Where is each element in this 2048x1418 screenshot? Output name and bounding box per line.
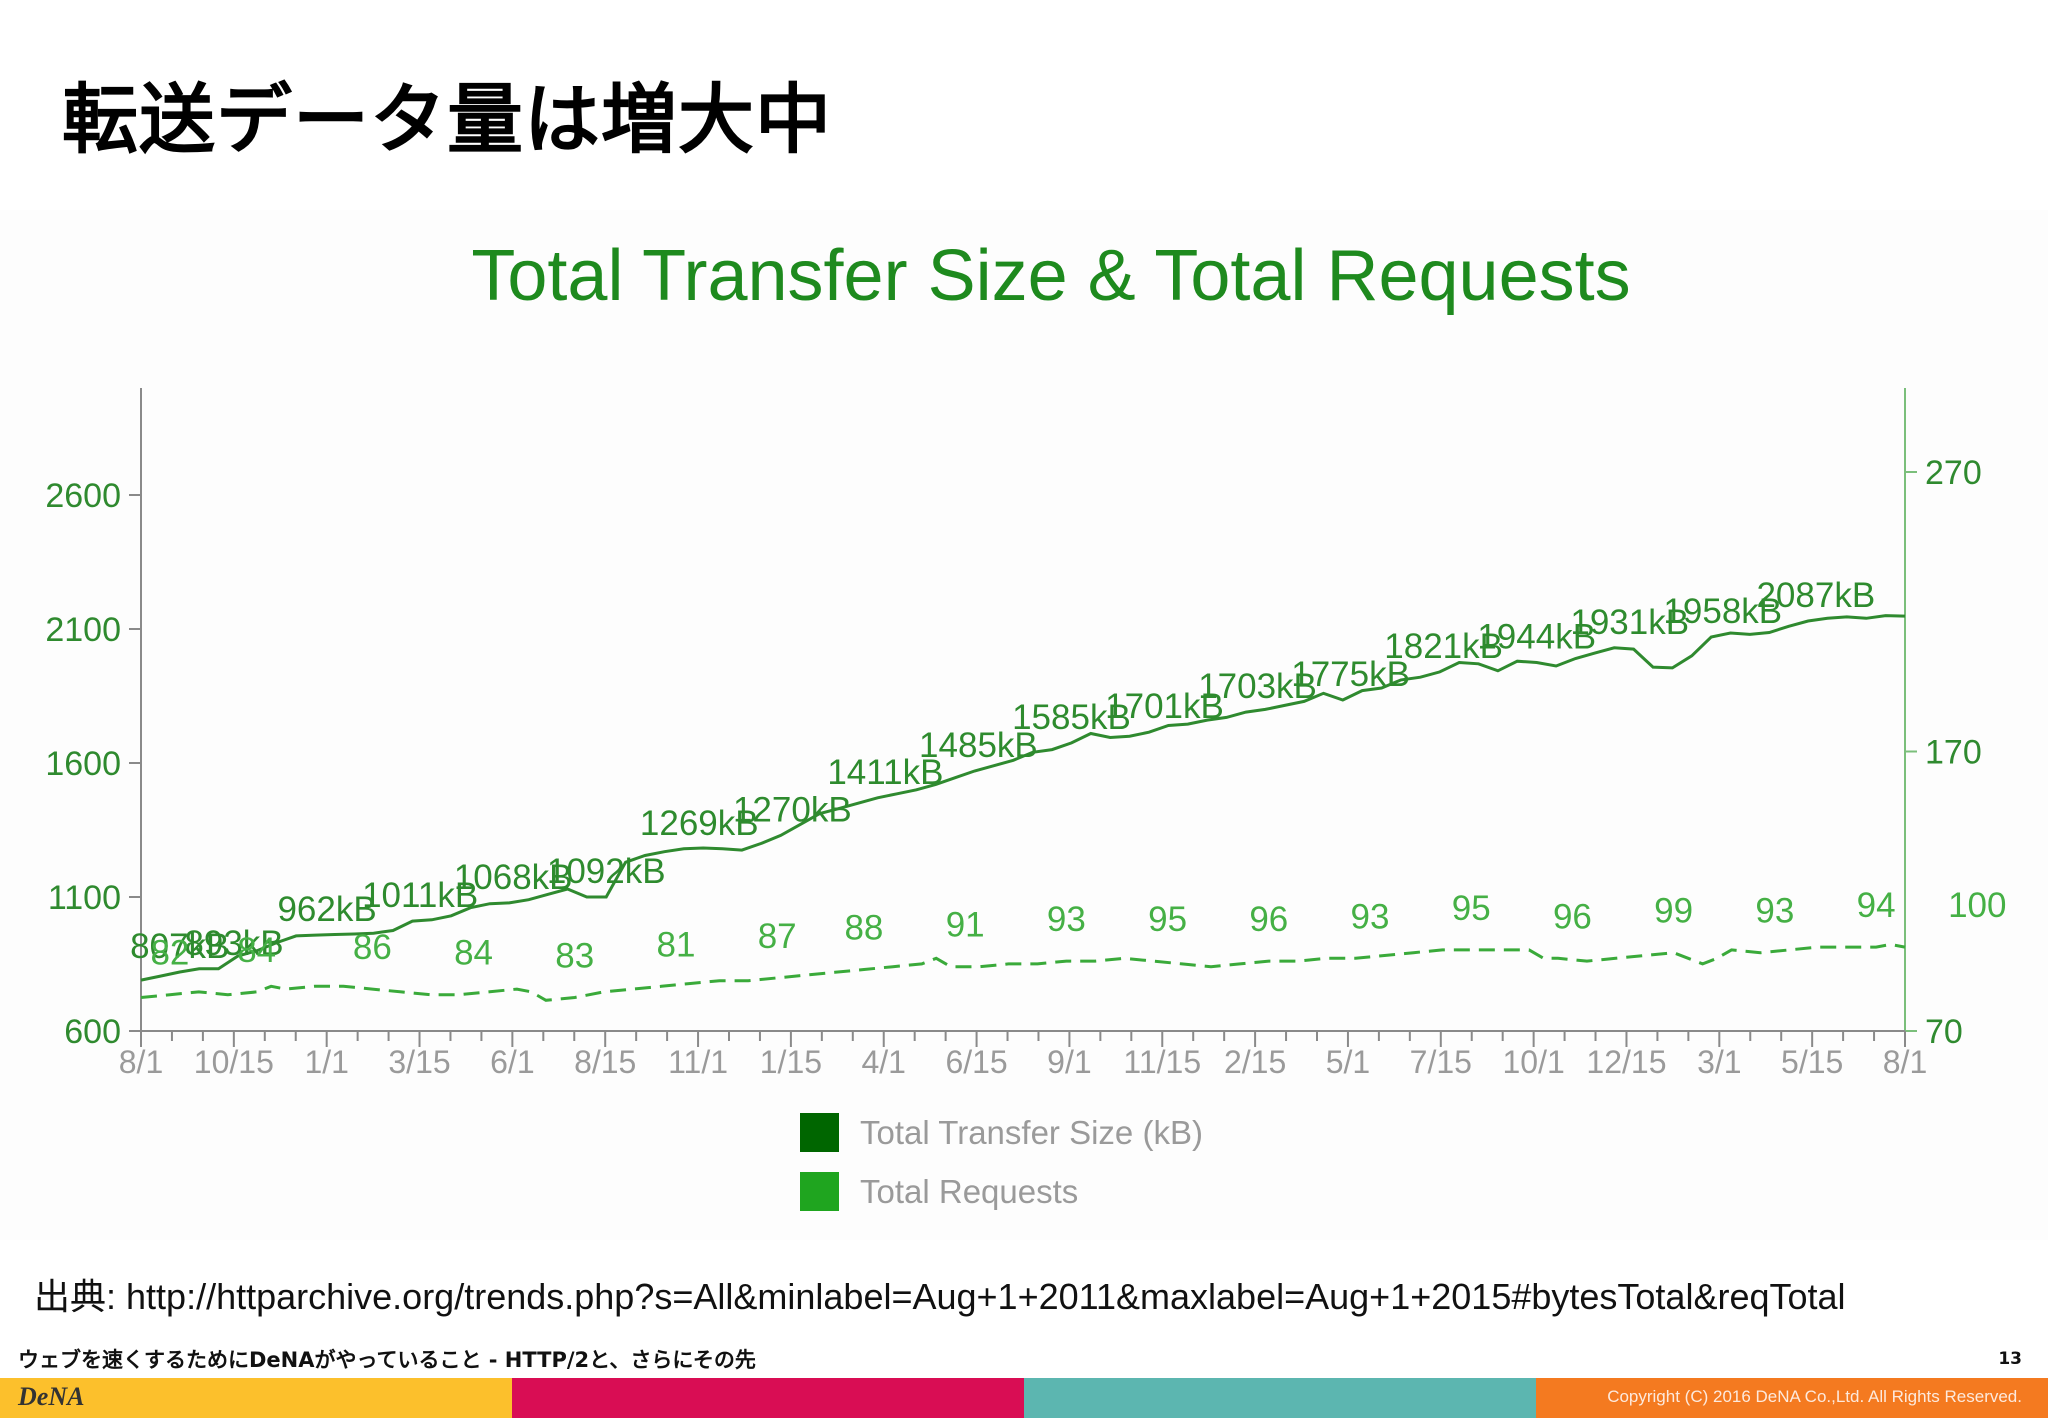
requests-data-label: 88 [844,909,883,948]
requests-data-label: 100 [1948,886,2006,925]
transfer-size-data-label: 1011kB [362,876,478,915]
x-tick-label: 3/1 [1697,1044,1741,1080]
requests-data-label: 93 [1755,892,1794,931]
requests-data-label: 95 [1452,889,1491,928]
transfer-size-data-label: 1585kB [1012,698,1131,737]
transfer-size-line [140,614,1906,982]
x-tick-label: 11/1 [668,1044,728,1080]
x-tick-label: 8/1 [119,1044,163,1080]
requests-data-label: 93 [1047,900,1086,939]
x-tick-label: 7/15 [1410,1044,1472,1080]
requests-data-label: 99 [1654,892,1693,931]
left-tick-label: 600 [64,1013,121,1051]
transfer-size-data-label: 1269kB [640,804,759,843]
x-tick-label: 3/15 [388,1044,450,1080]
x-tick-label: 4/1 [861,1044,905,1080]
x-tick-label: 1/1 [304,1044,348,1080]
chart-series: 807kB893kB962kB1011kB1068kB1092kB1269kB1… [130,576,2006,1002]
legend-swatch [800,1172,839,1211]
x-tick-label: 8/15 [574,1044,636,1080]
left-tick-label: 2100 [45,611,121,649]
right-tick-label: 270 [1925,454,1982,492]
transfer-size-data-label: 1270kB [733,790,852,829]
requests-data-label: 96 [1553,897,1592,936]
x-tick-label: 11/15 [1123,1044,1201,1080]
left-tick-label: 1600 [45,745,121,783]
x-tick-label: 10/15 [194,1044,274,1080]
requests-data-label: 94 [1857,886,1896,925]
transfer-size-data-label: 1411kB [827,753,943,792]
source-url[interactable]: : http://httparchive.org/trends.php?s=Al… [106,1276,1846,1317]
requests-data-label: 95 [1148,900,1187,939]
transfer-size-data-label: 893kB [184,924,283,963]
transfer-size-data-label: 1944kB [1477,618,1596,657]
transfer-size-data-label: 1775kB [1291,655,1410,694]
x-tick-label: 5/15 [1781,1044,1843,1080]
transfer-size-data-label: 807kB [130,927,229,966]
requests-data-label: 96 [1249,900,1288,939]
transfer-size-data-label: 1821kB [1384,627,1503,666]
transfer-size-data-label: 1068kB [454,858,573,897]
dena-logo: DeNA [18,1382,85,1411]
source-citation: 出典: http://httparchive.org/trends.php?s=… [34,1268,1846,1320]
requests-data-label: 93 [1351,897,1390,936]
requests-data-label: 83 [555,936,594,975]
x-tick-label: 2/15 [1224,1044,1286,1080]
x-tick-label: 8/1 [1883,1044,1927,1080]
requests-data-label: 84 [237,931,276,970]
legend-swatch [800,1113,839,1152]
chart-legend: Total Transfer Size (kB) Total Requests [800,1113,1203,1211]
legend-label: Total Requests [860,1173,1078,1210]
x-tick-label: 6/15 [945,1044,1007,1080]
requests-data-label: 82 [150,934,189,973]
requests-data-label: 84 [454,934,493,973]
chart-title: Total Transfer Size & Total Requests [471,236,1630,316]
left-tick-label: 1100 [48,879,121,917]
footer-bar-red [512,1378,1024,1418]
transfer-size-data-label: 1485kB [919,726,1038,765]
x-tick-label: 6/1 [490,1044,534,1080]
transfer-size-data-label: 1931kB [1570,603,1689,642]
transfer-size-data-label: 1703kB [1198,667,1317,706]
requests-data-label: 81 [657,925,696,964]
right-tick-label: 70 [1925,1013,1963,1051]
chart-background [0,210,2048,1240]
x-tick-label: 1/15 [760,1044,822,1080]
transfer-size-data-label: 962kB [277,890,376,929]
footer-bar-yellow [0,1378,512,1418]
legend-label: Total Transfer Size (kB) [860,1114,1203,1151]
x-tick-label: 12/15 [1586,1044,1666,1080]
transfer-size-data-label: 1701kB [1105,687,1224,726]
copyright-text: Copyright (C) 2016 DeNA Co.,Ltd. All Rig… [1607,1387,2022,1406]
transfer-size-data-label: 2087kB [1756,576,1875,615]
requests-data-label: 86 [353,928,392,967]
footer-bar-teal [1024,1378,1536,1418]
chart-axes: 600 1100 1600 2100 2600 70 170 270 8/1 10/15 1/1 3/… [45,388,1982,1080]
page-number: 13 [1998,1349,2022,1369]
x-tick-label: 10/1 [1502,1044,1564,1080]
footer-bar-orange [1536,1378,2048,1418]
x-tick-label: 9/1 [1047,1044,1091,1080]
requests-data-label: 87 [758,917,797,956]
right-tick-label: 170 [1925,734,1982,772]
transfer-size-data-label: 1092kB [547,852,666,891]
source-label: 出典 [34,1277,107,1318]
requests-line [140,942,1906,1002]
footer-title: ウェブを速くするためにDeNAがやっていること - HTTP/2と、さらにその先 [18,1348,756,1372]
transfer-size-data-label: 1958kB [1663,592,1782,631]
slide-title: 転送データ量は増大中 [62,75,832,164]
x-tick-label: 5/1 [1326,1044,1370,1080]
requests-data-label: 91 [946,906,985,945]
left-tick-label: 2600 [45,477,121,515]
